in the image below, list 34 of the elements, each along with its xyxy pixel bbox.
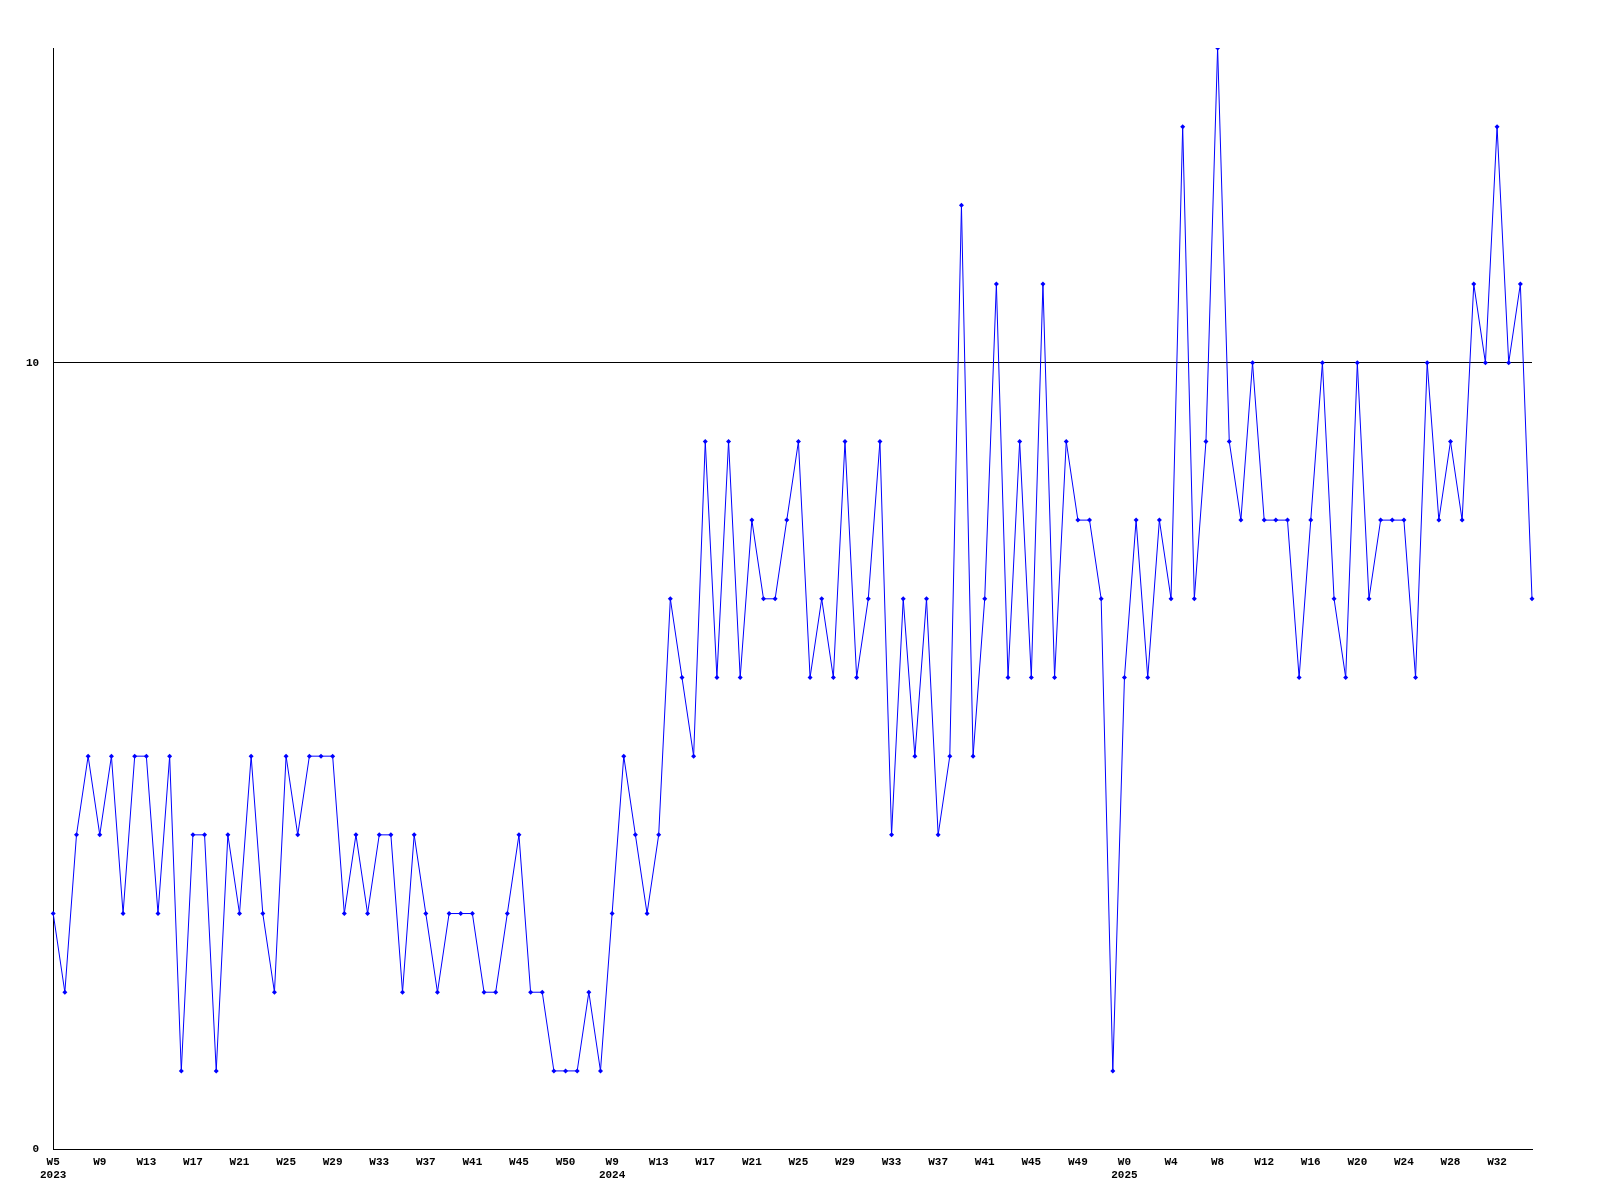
x-tick-label: W20: [1347, 1155, 1368, 1168]
x-tick-label: W41: [974, 1155, 996, 1168]
x-tick-label: W37: [928, 1155, 949, 1168]
x-tick-label: W4: [1164, 1155, 1179, 1168]
x-tick-label: W25: [788, 1155, 809, 1168]
x-tick-label: W17: [183, 1155, 203, 1168]
x-tick-label: W37: [415, 1155, 436, 1168]
x-tick-label: W5 2023: [40, 1155, 67, 1182]
x-tick-label: W16: [1300, 1155, 1321, 1168]
x-tick-label: W8: [1211, 1155, 1225, 1168]
x-tick-label: W17: [695, 1155, 716, 1168]
x-tick-label: W9: [93, 1155, 107, 1168]
x-tick-label: W29: [322, 1155, 343, 1168]
x-tick-label: W45: [1021, 1155, 1042, 1168]
x-tick-label: W33: [369, 1155, 390, 1168]
x-tick-label: W21: [741, 1155, 763, 1168]
x-tick-label: W24: [1394, 1155, 1415, 1168]
x-tick-label: W41: [462, 1155, 483, 1168]
x-tick-label: W9 2024: [598, 1155, 626, 1182]
x-tick-label: W13: [136, 1155, 157, 1168]
x-tick-label: W49: [1067, 1155, 1088, 1168]
x-tick-label: W12: [1254, 1155, 1275, 1168]
x-tick-label: W0 2025: [1111, 1155, 1139, 1182]
x-tick-label: W33: [881, 1155, 902, 1168]
x-tick-label: W32: [1487, 1155, 1507, 1168]
x-tick-label: W50: [555, 1155, 576, 1168]
x-tick-label: W29: [835, 1155, 855, 1168]
x-tick-label: W21: [229, 1155, 250, 1168]
x-tick-label: W28: [1440, 1155, 1461, 1168]
y-tick-label: 0: [32, 1143, 40, 1156]
x-tick-label: W25: [276, 1155, 297, 1168]
x-tick-label: W13: [648, 1155, 669, 1168]
x-tick-label: W45: [509, 1155, 530, 1168]
y-tick-label: 10: [26, 356, 40, 369]
